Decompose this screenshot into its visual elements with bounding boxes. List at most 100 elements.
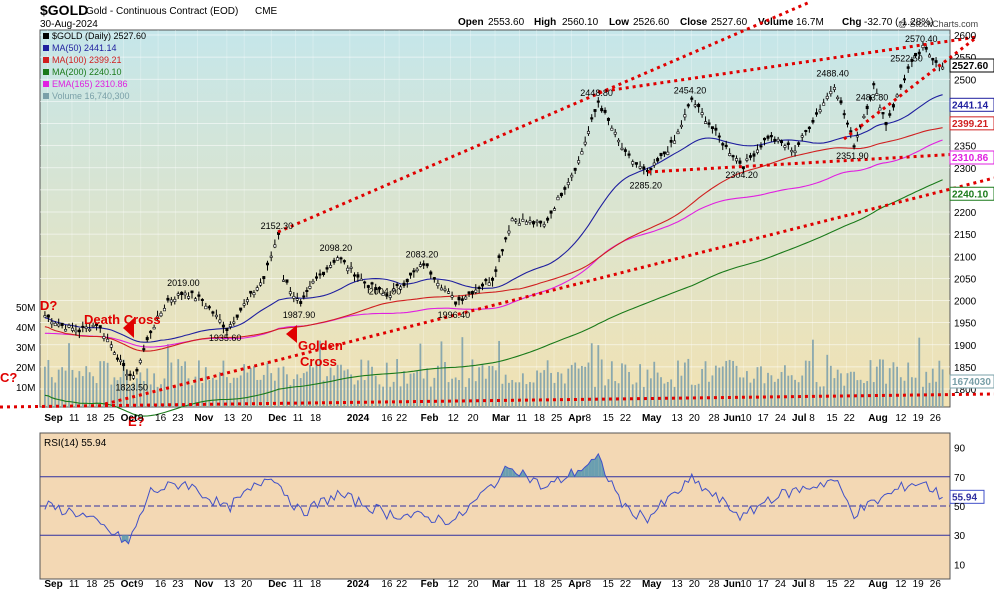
price-candle bbox=[305, 290, 309, 292]
x-tick-label: 13 bbox=[224, 413, 236, 424]
legend-swatch bbox=[43, 93, 49, 99]
x-tick-label: 25 bbox=[103, 579, 115, 590]
price-candle bbox=[487, 282, 491, 286]
y-tick-label: 2000 bbox=[954, 297, 977, 308]
price-candle bbox=[349, 266, 353, 269]
price-candle bbox=[135, 368, 139, 372]
price-candle bbox=[370, 282, 374, 285]
price-candle bbox=[620, 147, 624, 150]
volume-bar bbox=[899, 377, 902, 407]
price-candle bbox=[797, 142, 801, 145]
x-tick-label: Feb bbox=[421, 413, 439, 424]
volume-bar bbox=[396, 359, 399, 407]
price-candle bbox=[112, 352, 116, 355]
price-candle bbox=[710, 126, 714, 130]
volume-bar bbox=[590, 343, 593, 407]
volume-bar bbox=[54, 382, 57, 407]
x-tick-label: 16 bbox=[155, 579, 167, 590]
price-candle bbox=[556, 196, 560, 201]
price-candle bbox=[288, 291, 292, 295]
x-tick-label: Sep bbox=[44, 579, 62, 590]
rsi-tick-label: 30 bbox=[954, 531, 966, 542]
volume-bar bbox=[739, 377, 741, 407]
price-candle bbox=[166, 297, 170, 301]
x-tick-label: 25 bbox=[551, 579, 563, 590]
volume-bar bbox=[660, 377, 662, 407]
x-tick-label: 13 bbox=[672, 579, 684, 590]
x-tick-label: Jun bbox=[723, 579, 741, 590]
volume-bar bbox=[784, 365, 786, 407]
volume-tick-label: 30M bbox=[16, 343, 35, 354]
volume-bar bbox=[296, 374, 299, 407]
price-candle bbox=[804, 130, 808, 133]
price-candle bbox=[418, 264, 422, 267]
price-candle bbox=[356, 274, 360, 278]
volume-bar bbox=[305, 371, 308, 407]
price-candle bbox=[852, 145, 856, 148]
rsi-overbought-fill bbox=[598, 453, 602, 477]
legend-entry: EMA(165) 2310.86 bbox=[52, 79, 128, 89]
price-candle bbox=[662, 151, 666, 155]
volume-bar bbox=[253, 366, 255, 407]
volume-bar bbox=[422, 378, 425, 407]
volume-bar bbox=[718, 367, 721, 407]
x-tick-label: Jun bbox=[723, 413, 741, 424]
volume-bar bbox=[322, 380, 325, 407]
volume-bar bbox=[833, 378, 836, 407]
x-tick-label: 15 bbox=[826, 413, 838, 424]
price-candle bbox=[738, 160, 742, 164]
legend-entry: Volume 16,740,300 bbox=[52, 91, 130, 101]
volume-bar bbox=[725, 360, 728, 407]
volume-bar bbox=[122, 359, 125, 407]
price-candle bbox=[818, 109, 822, 113]
price-candle bbox=[735, 158, 739, 162]
wave-d-label: D? bbox=[40, 298, 57, 313]
price-candle bbox=[811, 119, 815, 123]
price-candle bbox=[704, 121, 708, 124]
volume-bar bbox=[201, 382, 204, 407]
price-candle bbox=[700, 112, 704, 115]
price-candle bbox=[491, 277, 495, 281]
price-candle bbox=[474, 289, 478, 293]
price-candle bbox=[539, 220, 543, 224]
volume-bar bbox=[663, 383, 666, 407]
ma50-line bbox=[44, 94, 943, 343]
volume-bar bbox=[610, 361, 613, 407]
price-candle bbox=[409, 272, 413, 276]
x-tick-label: 17 bbox=[758, 579, 770, 590]
volume-bar bbox=[670, 379, 673, 407]
price-candle bbox=[549, 210, 553, 214]
price-candle bbox=[207, 306, 211, 309]
volume-bar bbox=[409, 373, 412, 407]
price-candle bbox=[666, 151, 670, 155]
volume-bar bbox=[180, 365, 183, 407]
volume-bar bbox=[246, 372, 249, 407]
x-axis-price: Sep 11 18 25 Oct 9 16 23 Nov 13 20 Dec 11 18 2024 16 22 F… bbox=[44, 413, 941, 424]
volume-bar bbox=[187, 378, 190, 407]
price-candle bbox=[855, 135, 859, 138]
volume-bar bbox=[525, 384, 528, 407]
price-candle bbox=[546, 217, 550, 221]
price-candle bbox=[180, 291, 184, 295]
price-candle bbox=[610, 127, 614, 131]
volume-bar bbox=[646, 369, 649, 407]
x-tick-label: 18 bbox=[86, 413, 98, 424]
volume-bar bbox=[146, 368, 149, 407]
volume-bar bbox=[550, 372, 552, 407]
volume-bar bbox=[61, 367, 64, 407]
price-candle bbox=[762, 137, 766, 141]
volume-bar bbox=[481, 364, 484, 407]
x-axis-rsi: Sep 11 18 25 Oct 9 16 23 Nov 13 20 Dec 11 18 2024 16 22 F… bbox=[44, 579, 941, 590]
price-candle bbox=[500, 249, 504, 252]
x-tick-label: 20 bbox=[689, 579, 701, 590]
volume-bar bbox=[343, 370, 346, 407]
x-tick-label: 15 bbox=[603, 413, 615, 424]
price-candle bbox=[676, 131, 680, 135]
volume-bar bbox=[770, 375, 773, 407]
price-candle bbox=[507, 230, 511, 234]
legend-entry: MA(100) 2399.21 bbox=[52, 55, 122, 65]
x-tick-label: Apr bbox=[568, 413, 585, 424]
price-candle bbox=[780, 140, 784, 144]
price-candle bbox=[600, 108, 604, 112]
price-point-label: 2304.20 bbox=[725, 170, 758, 180]
